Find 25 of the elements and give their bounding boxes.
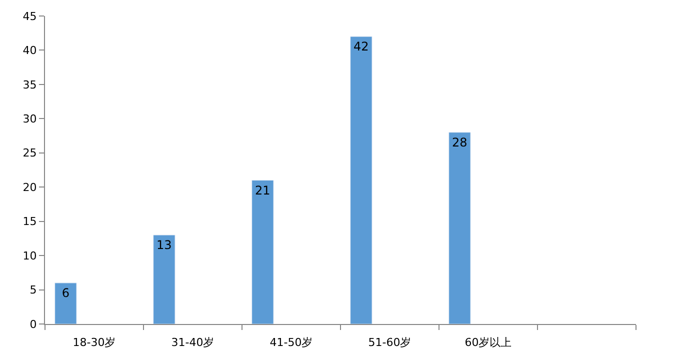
data-label: 21 <box>255 183 270 198</box>
y-tick-label: 30 <box>22 112 37 126</box>
bar <box>350 36 372 324</box>
bar <box>448 132 471 324</box>
y-tick-label: 0 <box>30 318 37 331</box>
data-label: 42 <box>354 40 369 54</box>
bar <box>252 180 274 324</box>
x-tick-label: 18-30岁 <box>72 336 116 350</box>
x-tick-label: 41-50岁 <box>270 336 313 350</box>
x-tick-label: 60岁以上 <box>464 336 512 350</box>
y-tick-label: 45 <box>22 10 37 23</box>
bar <box>54 282 77 324</box>
y-tick-label: 25 <box>22 146 37 160</box>
y-tick-label: 40 <box>22 44 37 58</box>
data-label: 13 <box>156 238 172 252</box>
y-tick-label: 10 <box>22 249 37 262</box>
data-label: 6 <box>62 286 70 300</box>
data-label: 28 <box>452 135 468 150</box>
bar <box>153 234 176 324</box>
x-tick-label: 51-60岁 <box>368 336 412 350</box>
y-tick-label: 20 <box>22 180 37 194</box>
y-tick-label: 35 <box>22 78 37 92</box>
x-tick-label: 31-40岁 <box>171 336 214 350</box>
y-tick-label: 5 <box>30 284 37 297</box>
y-tick-label: 15 <box>22 215 37 228</box>
